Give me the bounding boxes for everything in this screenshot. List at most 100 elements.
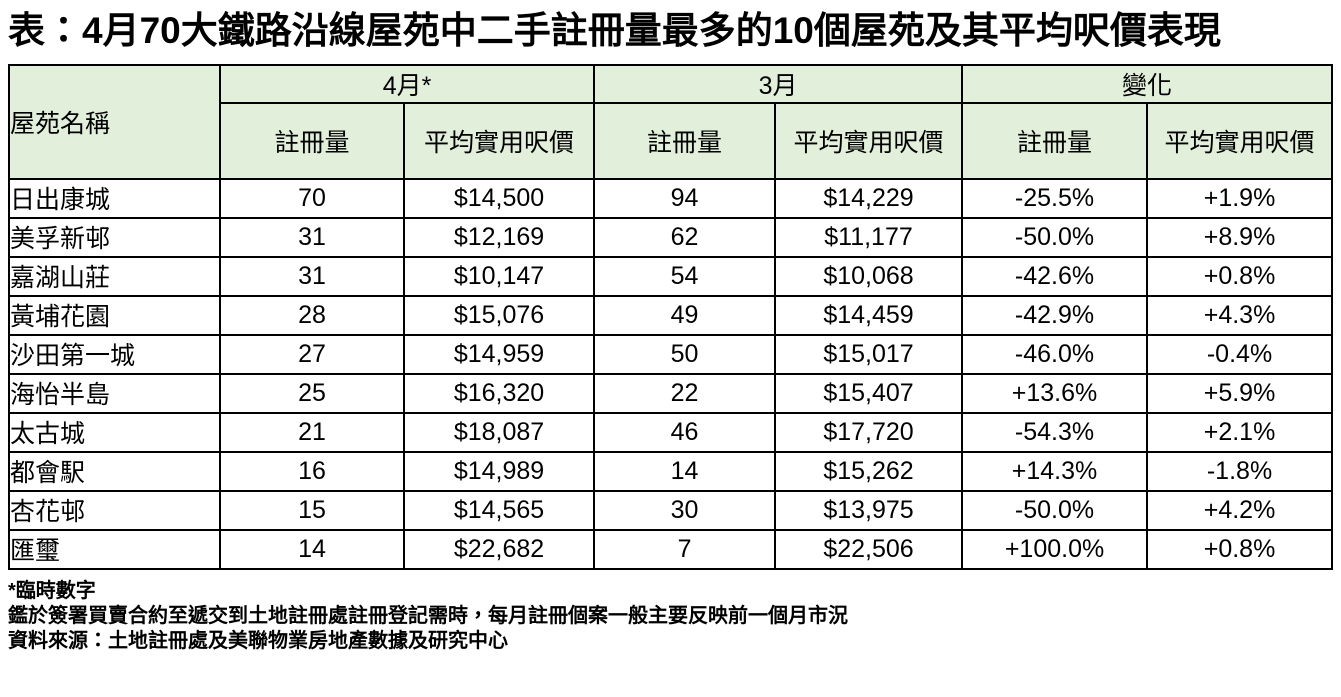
cell-change-count: -25.5% xyxy=(961,177,1149,219)
cell-estate-name: 美孚新邨 xyxy=(8,216,221,258)
cell-april-count: 28 xyxy=(219,294,405,336)
table-row: 日出康城 70 $14,500 94 $14,229 -25.5% +1.9% xyxy=(8,177,1334,219)
cell-april-count: 27 xyxy=(219,333,405,375)
cell-march-price: $17,720 xyxy=(774,411,964,453)
cell-change-price: +1.9% xyxy=(1146,177,1334,219)
column-group-april: 4月* xyxy=(218,63,596,104)
cell-estate-name: 匯璽 xyxy=(8,528,221,570)
cell-april-price: $14,959 xyxy=(402,333,596,375)
column-header-april-price: 平均實用呎價 xyxy=(402,101,596,180)
cell-march-count: 62 xyxy=(593,216,777,258)
group-header-row: 屋苑名稱 4月* 3月 變化 xyxy=(8,63,1334,180)
cell-march-price: $10,068 xyxy=(774,255,964,297)
cell-april-price: $12,169 xyxy=(402,216,596,258)
cell-estate-name: 沙田第一城 xyxy=(8,333,221,375)
cell-march-count: 49 xyxy=(593,294,777,336)
page: 表：4月70大鐵路沿線屋苑中二手註冊量最多的10個屋苑及其平均呎價表現 屋苑名稱… xyxy=(8,10,1334,653)
cell-april-count: 16 xyxy=(219,450,405,492)
cell-march-price: $22,506 xyxy=(774,528,964,570)
cell-estate-name: 杏花邨 xyxy=(8,489,221,531)
cell-march-price: $11,177 xyxy=(774,216,964,258)
cell-march-count: 14 xyxy=(593,450,777,492)
column-group-change: 變化 xyxy=(961,63,1334,104)
cell-april-count: 14 xyxy=(219,528,405,570)
column-header-april-count: 註冊量 xyxy=(219,101,405,180)
footnote-source: 資料來源：土地註冊處及美聯物業房地產數據及研究中心 xyxy=(8,630,508,653)
footnote-provisional: *臨時數字 xyxy=(8,579,96,602)
cell-estate-name: 黃埔花園 xyxy=(8,294,221,336)
cell-estate-name: 嘉湖山莊 xyxy=(8,255,221,297)
column-header-estate-name: 屋苑名稱 xyxy=(8,63,221,180)
cell-change-count: -42.9% xyxy=(961,294,1149,336)
cell-april-count: 21 xyxy=(219,411,405,453)
cell-change-price: +2.1% xyxy=(1146,411,1334,453)
cell-estate-name: 太古城 xyxy=(8,411,221,453)
cell-estate-name: 都會駅 xyxy=(8,450,221,492)
cell-change-count: -50.0% xyxy=(961,216,1149,258)
cell-estate-name: 海怡半島 xyxy=(8,372,221,414)
table-row: 嘉湖山莊 31 $10,147 54 $10,068 -42.6% +0.8% xyxy=(8,255,1334,297)
cell-change-count: +100.0% xyxy=(961,528,1149,570)
table-row: 都會駅 16 $14,989 14 $15,262 +14.3% -1.8% xyxy=(8,450,1334,492)
table-row: 匯璽 14 $22,682 7 $22,506 +100.0% +0.8% xyxy=(8,528,1334,570)
cell-march-count: 7 xyxy=(593,528,777,570)
table-row: 杏花邨 15 $14,565 30 $13,975 -50.0% +4.2% xyxy=(8,489,1334,531)
cell-march-price: $14,229 xyxy=(774,177,964,219)
cell-april-price: $15,076 xyxy=(402,294,596,336)
cell-change-price: +4.3% xyxy=(1146,294,1334,336)
column-header-march-price: 平均實用呎價 xyxy=(774,101,964,180)
table-row: 美孚新邨 31 $12,169 62 $11,177 -50.0% +8.9% xyxy=(8,216,1334,258)
cell-change-price: +4.2% xyxy=(1146,489,1334,531)
cell-march-price: $15,017 xyxy=(774,333,964,375)
cell-march-count: 54 xyxy=(593,255,777,297)
cell-change-price: -1.8% xyxy=(1146,450,1334,492)
cell-april-count: 70 xyxy=(219,177,405,219)
cell-april-count: 31 xyxy=(219,216,405,258)
cell-march-price: $15,262 xyxy=(774,450,964,492)
column-header-change-count: 註冊量 xyxy=(961,101,1149,180)
cell-april-price: $14,565 xyxy=(402,489,596,531)
cell-march-count: 50 xyxy=(593,333,777,375)
table-header: 屋苑名稱 4月* 3月 變化 註冊量 平均實用呎價 註冊量 平均實用呎價 註冊量… xyxy=(8,63,1334,180)
cell-april-price: $18,087 xyxy=(402,411,596,453)
footnote-explanation: 鑑於簽署買賣合約至遞交到土地註冊處註冊登記需時，每月註冊個案一般主要反映前一個月… xyxy=(8,605,848,628)
sub-header-row: 註冊量 平均實用呎價 註冊量 平均實用呎價 註冊量 平均實用呎價 xyxy=(9,101,1334,180)
cell-change-price: +5.9% xyxy=(1146,372,1334,414)
table-row: 太古城 21 $18,087 46 $17,720 -54.3% +2.1% xyxy=(8,411,1334,453)
cell-estate-name: 日出康城 xyxy=(8,177,221,219)
cell-april-price: $16,320 xyxy=(402,372,596,414)
table-row: 沙田第一城 27 $14,959 50 $15,017 -46.0% -0.4% xyxy=(8,333,1334,375)
cell-april-price: $22,682 xyxy=(402,528,596,570)
cell-change-count: +14.3% xyxy=(961,450,1149,492)
cell-change-count: -54.3% xyxy=(961,411,1149,453)
cell-march-count: 46 xyxy=(593,411,777,453)
table-row: 黃埔花園 28 $15,076 49 $14,459 -42.9% +4.3% xyxy=(8,294,1334,336)
cell-april-price: $10,147 xyxy=(402,255,596,297)
cell-change-price: +8.9% xyxy=(1146,216,1334,258)
cell-change-price: +0.8% xyxy=(1146,255,1334,297)
cell-april-count: 25 xyxy=(219,372,405,414)
cell-april-count: 31 xyxy=(219,255,405,297)
cell-change-count: +13.6% xyxy=(961,372,1149,414)
cell-april-price: $14,500 xyxy=(402,177,596,219)
cell-march-price: $14,459 xyxy=(774,294,964,336)
cell-change-count: -46.0% xyxy=(961,333,1149,375)
cell-change-price: -0.4% xyxy=(1146,333,1334,375)
cell-march-count: 94 xyxy=(593,177,777,219)
cell-change-count: -50.0% xyxy=(961,489,1149,531)
table-row: 海怡半島 25 $16,320 22 $15,407 +13.6% +5.9% xyxy=(8,372,1334,414)
column-header-march-count: 註冊量 xyxy=(593,101,777,180)
column-group-march: 3月 xyxy=(593,63,964,104)
page-title: 表：4月70大鐵路沿線屋苑中二手註冊量最多的10個屋苑及其平均呎價表現 xyxy=(8,10,1221,51)
column-header-change-price: 平均實用呎價 xyxy=(1146,101,1334,180)
cell-march-count: 30 xyxy=(593,489,777,531)
cell-change-price: +0.8% xyxy=(1146,528,1334,570)
cell-april-count: 15 xyxy=(219,489,405,531)
estates-data-table: 屋苑名稱 4月* 3月 變化 註冊量 平均實用呎價 註冊量 平均實用呎價 註冊量… xyxy=(8,63,1334,570)
cell-march-count: 22 xyxy=(593,372,777,414)
cell-march-price: $13,975 xyxy=(774,489,964,531)
cell-change-count: -42.6% xyxy=(961,255,1149,297)
cell-april-price: $14,989 xyxy=(402,450,596,492)
table-body: 日出康城 70 $14,500 94 $14,229 -25.5% +1.9% … xyxy=(8,177,1334,570)
cell-march-price: $15,407 xyxy=(774,372,964,414)
